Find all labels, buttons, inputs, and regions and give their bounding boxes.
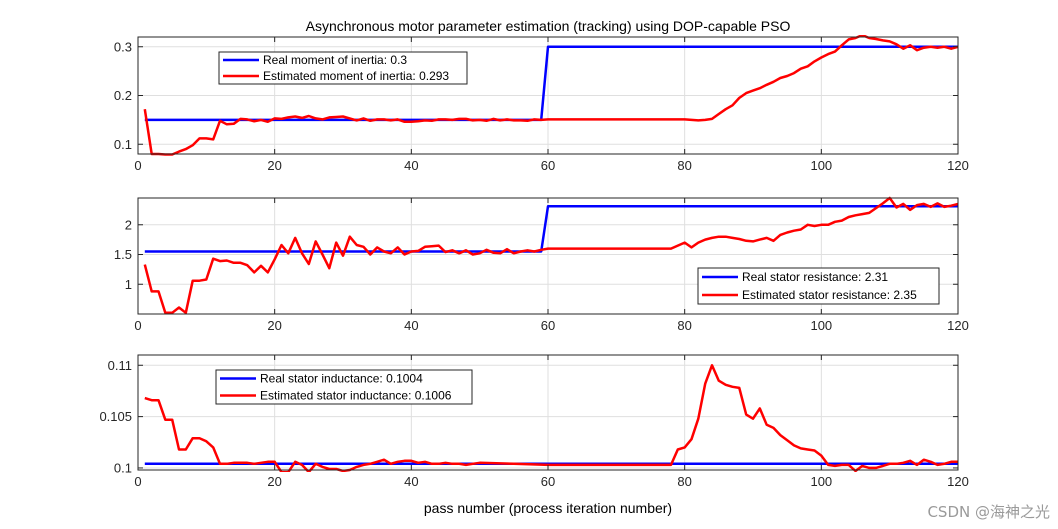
legend-label: Estimated stator resistance: 2.35 xyxy=(742,288,917,302)
y-tick-label: 0.11 xyxy=(108,358,132,373)
watermark: CSDN @海神之光 xyxy=(927,503,1050,521)
series-line-estimated xyxy=(143,35,958,156)
x-tick-label: 120 xyxy=(947,474,969,489)
series-line-estimated xyxy=(143,196,958,315)
legend-box xyxy=(215,369,473,405)
subplot-2: 0 20 40 60 80 100 120 1 1.5 2 Real stator resistan… xyxy=(114,196,969,333)
subplot-3: 0 20 40 60 80 100 120 0.1 0.105 0.11 pass number (… xyxy=(99,354,969,516)
x-tick-label: 40 xyxy=(404,158,418,173)
subplot-1: 0 20 40 60 80 100 120 0.1 0.2 0.3 Asynchronous mot… xyxy=(114,18,969,173)
legend: Real stator inductance: 0.1004 Estimated … xyxy=(215,369,473,405)
x-axis-label: pass number (process iteration number) xyxy=(424,500,672,516)
legend-label: Real stator inductance: 0.1004 xyxy=(260,372,423,386)
legend-label: Real moment of inertia: 0.3 xyxy=(263,53,407,67)
x-tick-label: 100 xyxy=(810,318,832,333)
x-tick-label: 80 xyxy=(677,158,691,173)
y-tick-label: 0.3 xyxy=(114,39,132,54)
series-line-estimated xyxy=(144,364,958,472)
x-tick-label: 80 xyxy=(677,318,691,333)
series-line-real xyxy=(144,45,958,122)
x-tick-label: 0 xyxy=(134,474,141,489)
x-tick-label: 120 xyxy=(947,318,969,333)
x-tick-label: 20 xyxy=(267,474,281,489)
y-tick-label: 1.5 xyxy=(114,247,132,262)
x-tick-label: 20 xyxy=(267,158,281,173)
y-tick-label: 1 xyxy=(125,277,132,292)
legend: Real moment of inertia: 0.3 Estimated mom… xyxy=(218,51,468,85)
legend-box xyxy=(218,51,468,85)
x-tick-label: 80 xyxy=(677,474,691,489)
x-tick-label: 60 xyxy=(541,158,555,173)
legend-label: Real stator resistance: 2.31 xyxy=(742,270,888,284)
x-tick-label: 100 xyxy=(810,474,832,489)
y-tick-label: 0.2 xyxy=(114,88,132,103)
y-tick-label: 0.1 xyxy=(114,137,132,152)
x-tick-label: 20 xyxy=(267,318,281,333)
legend-label: Estimated moment of inertia: 0.293 xyxy=(263,69,449,83)
x-tick-label: 0 xyxy=(134,158,141,173)
x-tick-label: 60 xyxy=(541,318,555,333)
series-line-real xyxy=(144,205,958,253)
legend-label: Estimated stator inductance: 0.1006 xyxy=(260,389,452,403)
y-tick-label: 0.105 xyxy=(99,409,132,424)
x-tick-label: 100 xyxy=(810,158,832,173)
x-tick-label: 120 xyxy=(947,158,969,173)
legend: Real stator resistance: 2.31 Estimated st… xyxy=(697,267,940,305)
y-tick-label: 0.1 xyxy=(114,460,132,475)
chart-title: Asynchronous motor parameter estimation … xyxy=(306,18,791,34)
legend-box xyxy=(697,267,940,305)
x-tick-label: 60 xyxy=(541,474,555,489)
y-tick-label: 2 xyxy=(125,217,132,232)
x-tick-label: 40 xyxy=(404,474,418,489)
x-tick-label: 40 xyxy=(404,318,418,333)
x-tick-label: 0 xyxy=(134,318,141,333)
